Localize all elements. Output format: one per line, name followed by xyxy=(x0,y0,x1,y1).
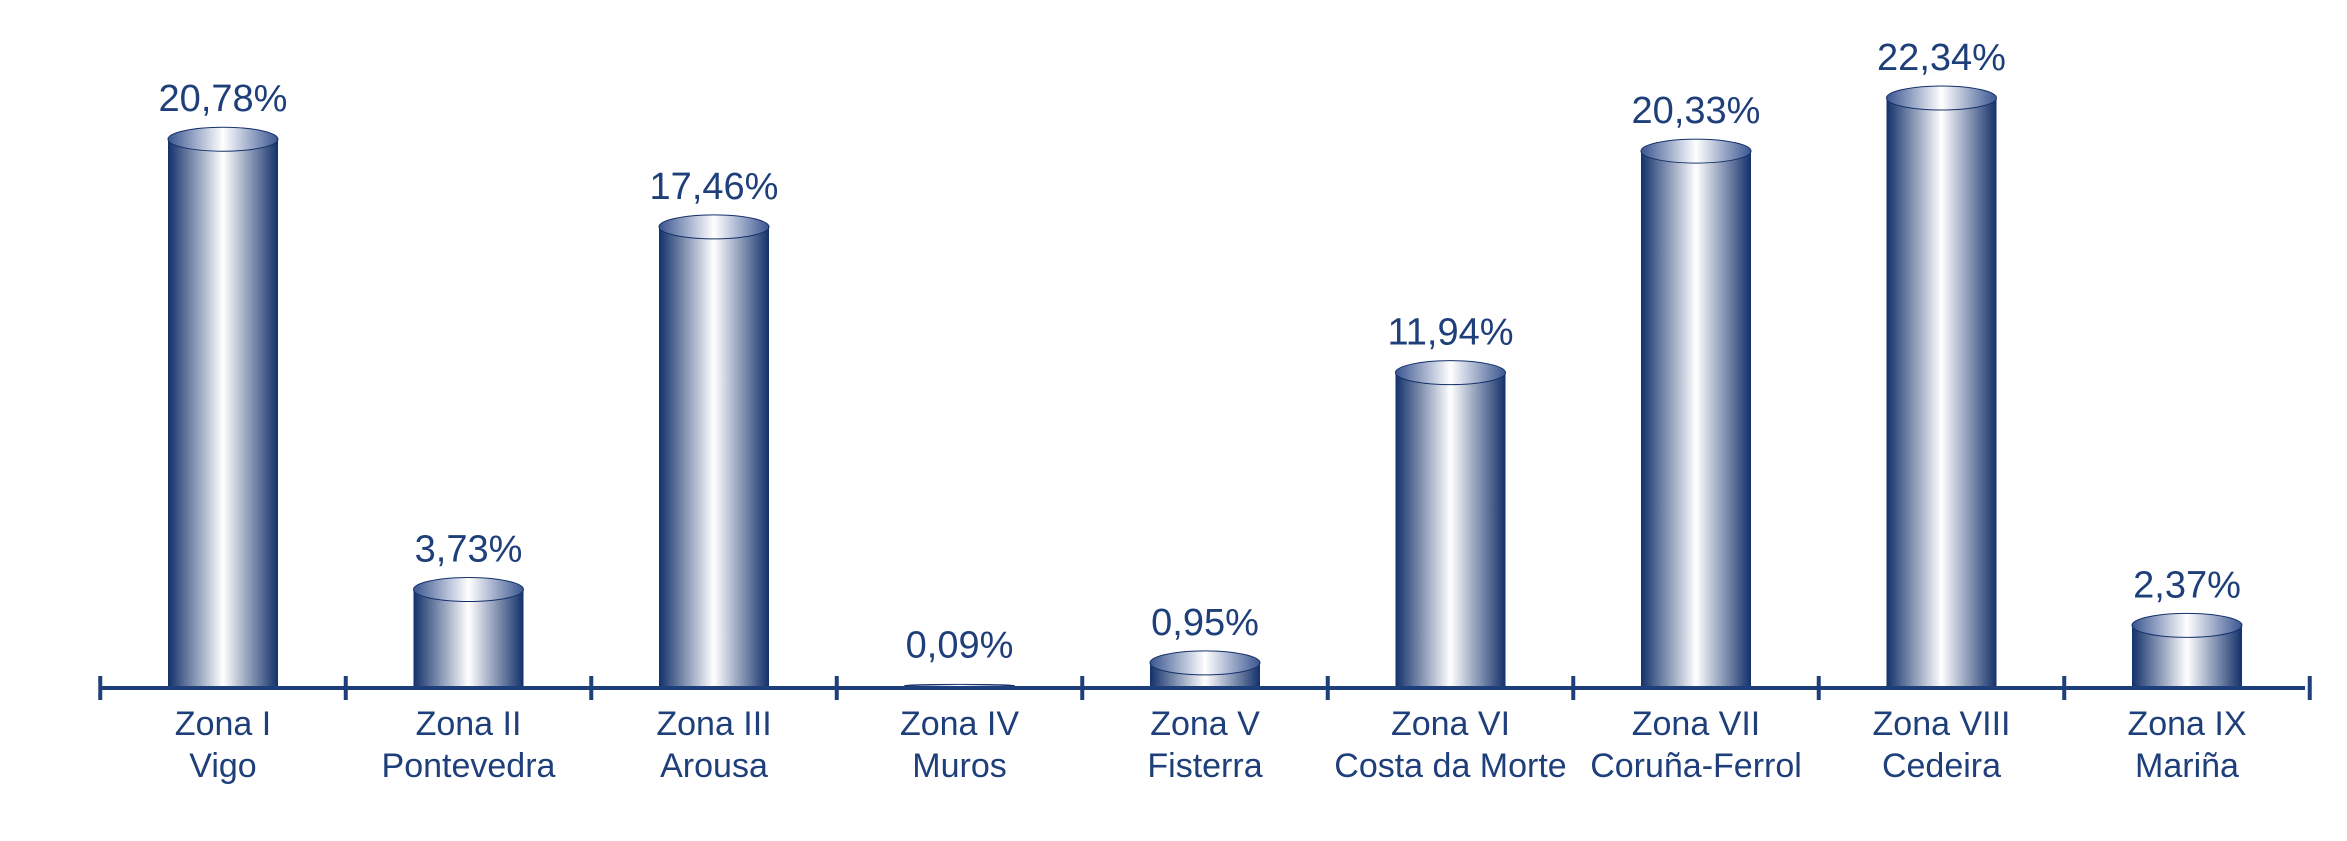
category-label: Zona IV Muros xyxy=(900,705,1019,785)
bar-cap xyxy=(413,576,524,602)
category-label: Zona II Pontevedra xyxy=(382,705,556,785)
category-label: Zona VIII Cedeira xyxy=(1873,705,2011,785)
bar-cap xyxy=(658,214,770,240)
bar-6 xyxy=(1395,360,1506,688)
bar-9 xyxy=(2131,612,2243,688)
bar-cap xyxy=(1395,360,1506,386)
bar-body xyxy=(168,139,278,688)
value-label: 20,78% xyxy=(159,78,288,120)
bar-body xyxy=(1641,151,1751,688)
value-label: 0,95% xyxy=(1151,602,1259,644)
bars-group xyxy=(167,85,2243,689)
category-label: Zona IX Mariña xyxy=(2127,705,2246,785)
bar-cap xyxy=(167,126,279,152)
category-label: Zona VII Coruña-Ferrol xyxy=(1590,705,1802,785)
value-label: 2,37% xyxy=(2133,564,2241,606)
bar-body xyxy=(1886,98,1997,688)
category-label: Zona V Fisterra xyxy=(1147,705,1262,785)
value-label: 22,34% xyxy=(1877,37,2006,79)
category-label: Zona III Arousa xyxy=(656,705,771,785)
category-label: Zona I Vigo xyxy=(175,705,271,785)
value-label: 3,73% xyxy=(415,528,523,570)
bar-3 xyxy=(658,214,770,689)
bar-2 xyxy=(413,576,524,688)
value-label: 0,09% xyxy=(906,625,1014,667)
bar-5 xyxy=(1149,650,1261,688)
bar-cap xyxy=(1640,138,1752,164)
labels-group: 20,78% Zona I Vigo 3,73% Zona II Pontevedra 17… xyxy=(159,37,2247,785)
bar-7 xyxy=(1640,138,1752,688)
bar-cap xyxy=(2131,612,2243,638)
category-label: Zona VI Costa da Morte xyxy=(1334,705,1566,785)
bar-body xyxy=(413,589,524,688)
bar-body xyxy=(1395,372,1506,688)
value-label: 20,33% xyxy=(1632,90,1761,132)
bar-body xyxy=(659,226,769,689)
x-axis xyxy=(98,676,2312,700)
value-label: 17,46% xyxy=(650,166,779,208)
bar-8 xyxy=(1886,85,1997,688)
bar-1 xyxy=(167,126,279,688)
value-label: 11,94% xyxy=(1387,312,1513,354)
bar-cap xyxy=(1149,650,1261,676)
bar-cap xyxy=(1886,85,1997,111)
